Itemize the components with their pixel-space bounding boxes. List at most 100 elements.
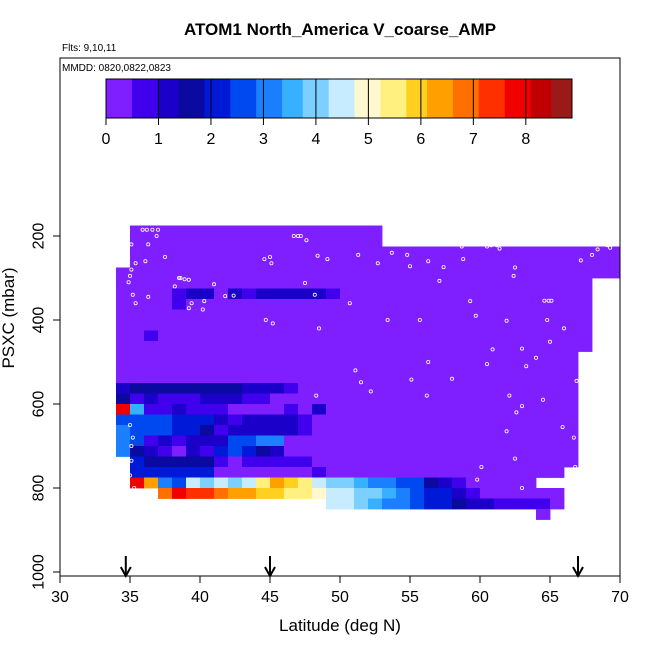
heatmap-cell <box>186 477 201 489</box>
heatmap-cell <box>340 236 355 247</box>
flight-point <box>489 243 494 248</box>
colorbar-segment <box>173 79 179 118</box>
heatmap-cell <box>242 404 257 415</box>
heatmap-cell <box>340 414 355 426</box>
heatmap-cell <box>466 383 481 394</box>
heatmap-cell <box>130 446 145 457</box>
heatmap-cell <box>200 288 215 300</box>
x-tick-label: 30 <box>51 589 69 606</box>
heatmap-cell <box>536 435 551 447</box>
flight-point <box>473 313 478 318</box>
heatmap-cell <box>494 414 509 426</box>
heatmap-cell <box>242 362 257 373</box>
colorbar-tick-label: 4 <box>311 131 320 148</box>
heatmap-cell <box>550 309 565 321</box>
flight-point <box>146 294 151 299</box>
heatmap-cell <box>144 425 159 436</box>
heatmap-cell <box>494 488 509 499</box>
heatmap-cell <box>130 372 145 384</box>
heatmap-cell <box>480 309 495 321</box>
heatmap-cell <box>354 278 369 289</box>
heatmap-cell <box>228 299 243 310</box>
heatmap-cell <box>480 446 495 457</box>
colorbar-segment <box>245 79 252 118</box>
heatmap-cell <box>256 330 271 342</box>
heatmap-cell <box>396 467 411 478</box>
heatmap-cell <box>606 246 621 258</box>
heatmap-cell <box>340 320 355 331</box>
heatmap-cell <box>410 425 425 436</box>
heatmap-cell <box>354 456 369 468</box>
flight-point <box>571 435 576 440</box>
heatmap-cell <box>200 362 215 373</box>
heatmap-cell <box>438 425 453 436</box>
heatmap-cell <box>382 477 397 489</box>
flight-point <box>545 317 550 322</box>
heatmap-cell <box>200 425 215 436</box>
heatmap-cell <box>564 425 579 436</box>
heatmap-cell <box>186 246 201 258</box>
heatmap-cell <box>340 446 355 457</box>
heatmap-cell <box>326 341 341 352</box>
heatmap-cell <box>410 498 425 510</box>
heatmap-cell <box>270 299 285 310</box>
heatmap-cell <box>354 446 369 457</box>
heatmap-cell <box>158 467 173 478</box>
flight-point <box>520 404 525 409</box>
heatmap-cell <box>130 320 145 331</box>
heatmap-cell <box>256 467 271 478</box>
heatmap-cell <box>172 404 187 415</box>
heatmap-cell <box>368 477 383 489</box>
heatmap-cell <box>396 372 411 384</box>
heatmap-cell <box>522 372 537 384</box>
colorbar-segment <box>452 79 459 118</box>
heatmap-cell <box>466 498 481 510</box>
heatmap-cell <box>564 383 579 394</box>
heatmap-cell <box>452 246 467 258</box>
heatmap-cell <box>298 477 313 489</box>
heatmap-cell <box>270 351 285 363</box>
heatmap-cell <box>116 414 131 426</box>
heatmap-cell <box>410 446 425 457</box>
heatmap-cell <box>284 330 299 342</box>
heatmap-cell <box>144 477 159 489</box>
heatmap-cell <box>550 393 565 405</box>
heatmap-cell <box>340 435 355 447</box>
heatmap-cell <box>144 393 159 405</box>
heatmap-cell <box>494 341 509 352</box>
heatmap-cell <box>186 435 201 447</box>
heatmap-cell <box>284 488 299 499</box>
heatmap-cell <box>550 467 565 478</box>
heatmap-cell <box>368 236 383 247</box>
heatmap-cell <box>592 246 607 258</box>
heatmap-cell <box>326 467 341 478</box>
heatmap-cell <box>354 498 369 510</box>
heatmap-cell <box>242 330 257 342</box>
heatmap-cell <box>368 330 383 342</box>
heatmap-cell <box>186 309 201 321</box>
heatmap-cell <box>424 414 439 426</box>
heatmap-cell <box>410 467 425 478</box>
flight-point <box>549 298 554 303</box>
colorbar-segment <box>111 79 117 118</box>
heatmap-cell <box>312 488 327 499</box>
heatmap-cell <box>340 404 355 415</box>
heatmap-cell <box>536 393 551 405</box>
heatmap-cell <box>382 383 397 394</box>
heatmap-cell <box>354 488 369 499</box>
heatmap-cell <box>550 246 565 258</box>
colorbar-segment <box>556 79 563 118</box>
heatmap-cell <box>508 351 523 363</box>
heatmap-cell <box>438 299 453 310</box>
heatmap-cell <box>340 383 355 394</box>
heatmap-cell <box>298 257 313 268</box>
heatmap-cell <box>270 477 285 489</box>
heatmap-cell <box>522 299 537 310</box>
heatmap-cell <box>340 351 355 363</box>
heatmap-cell <box>186 225 201 237</box>
heatmap-cell <box>424 467 439 478</box>
heatmap-cell <box>158 372 173 384</box>
heatmap-cell <box>368 267 383 279</box>
colorbar-segment <box>427 79 433 118</box>
heatmap-cell <box>466 309 481 321</box>
